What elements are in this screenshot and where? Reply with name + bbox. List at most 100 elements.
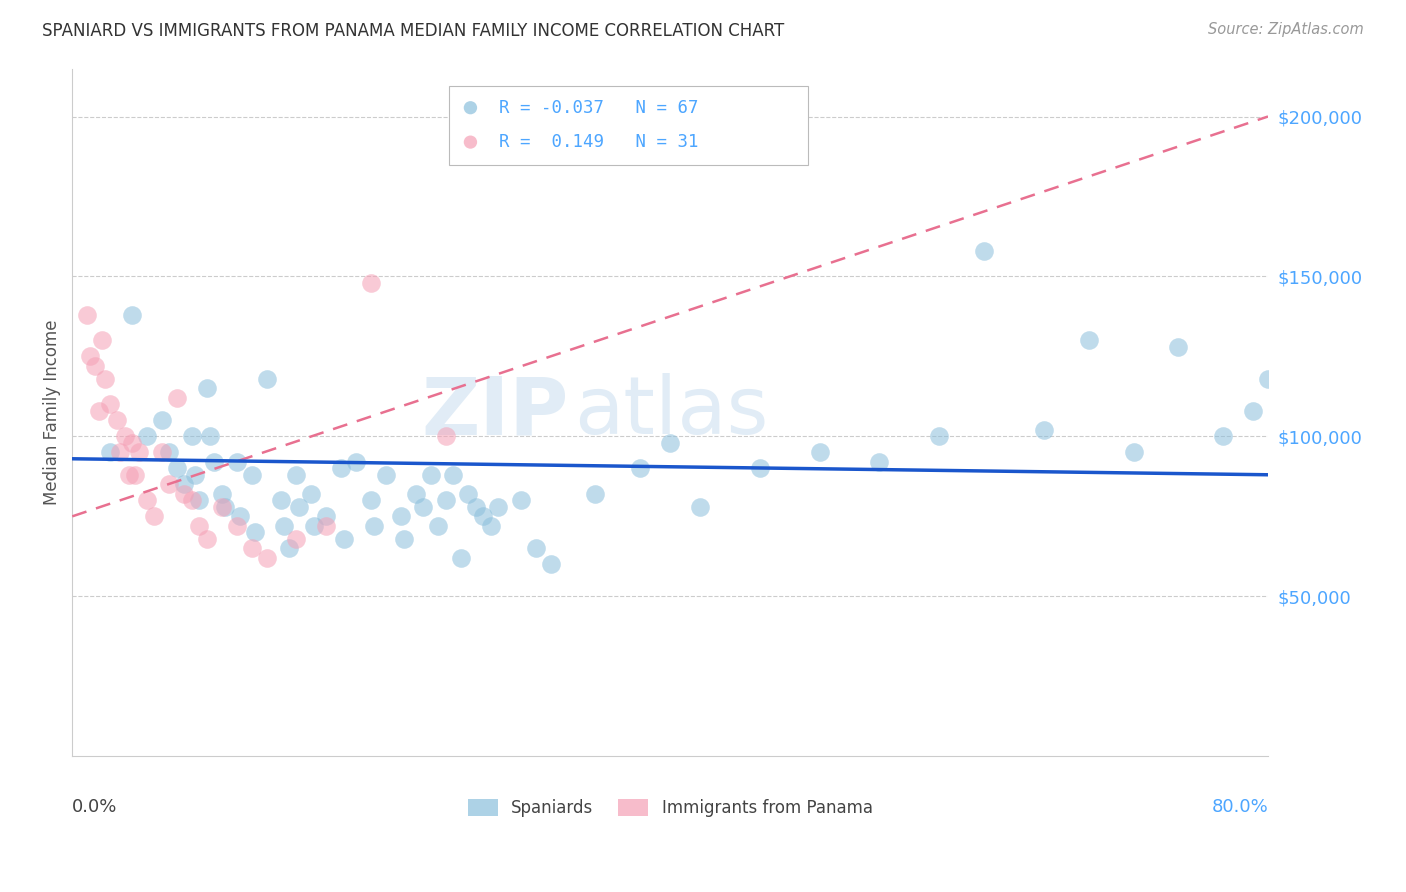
Point [285, 467, 308, 482]
Point [450, 550, 472, 565]
Point [375, 467, 398, 482]
Point [330, 461, 353, 475]
Text: 0.0%: 0.0% [72, 797, 118, 815]
Point [479, 519, 502, 533]
Point [195, 532, 218, 546]
Point [540, 558, 562, 572]
Point [91, 334, 114, 348]
Point [128, 445, 150, 459]
Point [434, 429, 457, 443]
Point [114, 429, 136, 443]
Point [299, 487, 322, 501]
Point [1241, 404, 1264, 418]
Point [1032, 423, 1054, 437]
Point [928, 429, 950, 443]
Point [188, 519, 211, 533]
Point [180, 429, 202, 443]
Point [1212, 429, 1234, 443]
Point [304, 519, 326, 533]
Point [108, 445, 131, 459]
Point [98, 445, 121, 459]
Point [973, 244, 995, 258]
Y-axis label: Median Family Income: Median Family Income [44, 319, 60, 505]
Point [211, 500, 233, 514]
Point [315, 509, 337, 524]
Point [270, 493, 292, 508]
Point [434, 493, 457, 508]
Point [225, 519, 247, 533]
Text: atlas: atlas [575, 374, 769, 451]
Point [1077, 334, 1099, 348]
Point [188, 493, 211, 508]
Point [420, 467, 443, 482]
Point [180, 493, 202, 508]
Point [173, 487, 195, 501]
Point [389, 509, 412, 524]
Point [173, 477, 195, 491]
Point [105, 413, 128, 427]
Text: R = -0.037   N = 67: R = -0.037 N = 67 [499, 99, 699, 117]
Point [243, 525, 266, 540]
Point [256, 550, 278, 565]
Point [748, 461, 770, 475]
Point [118, 467, 141, 482]
Point [360, 276, 382, 290]
Point [583, 487, 606, 501]
Text: R =  0.149   N = 31: R = 0.149 N = 31 [499, 133, 699, 151]
Text: ZIP: ZIP [422, 374, 568, 451]
Point [659, 435, 682, 450]
Point [225, 455, 247, 469]
Point [166, 461, 188, 475]
Point [441, 467, 464, 482]
Point [360, 493, 382, 508]
Text: SPANIARD VS IMMIGRANTS FROM PANAMA MEDIAN FAMILY INCOME CORRELATION CHART: SPANIARD VS IMMIGRANTS FROM PANAMA MEDIA… [42, 22, 785, 40]
Point [143, 509, 166, 524]
Point [288, 500, 311, 514]
Point [124, 467, 146, 482]
Point [136, 429, 159, 443]
Point [464, 500, 486, 514]
Point [315, 519, 337, 533]
Point [509, 493, 531, 508]
Point [273, 519, 295, 533]
Point [89, 404, 111, 418]
Point [457, 487, 479, 501]
Point [202, 455, 225, 469]
Point [868, 455, 890, 469]
Ellipse shape [464, 136, 477, 149]
Point [76, 308, 98, 322]
Point [83, 359, 105, 373]
Point [808, 445, 831, 459]
Point [121, 435, 143, 450]
Point [184, 467, 207, 482]
Point [157, 477, 180, 491]
Point [405, 487, 427, 501]
Point [486, 500, 509, 514]
Point [333, 532, 356, 546]
Text: Source: ZipAtlas.com: Source: ZipAtlas.com [1208, 22, 1364, 37]
Point [524, 541, 547, 556]
Point [198, 429, 221, 443]
Point [256, 372, 278, 386]
Point [278, 541, 301, 556]
Point [240, 467, 263, 482]
Point [1122, 445, 1144, 459]
Point [689, 500, 711, 514]
Point [136, 493, 159, 508]
Point [392, 532, 415, 546]
Point [79, 350, 101, 364]
Point [1167, 340, 1189, 354]
Point [214, 500, 236, 514]
Point [344, 455, 367, 469]
Point [94, 372, 117, 386]
Point [1257, 372, 1279, 386]
Legend: Spaniards, Immigrants from Panama: Spaniards, Immigrants from Panama [461, 792, 879, 823]
FancyBboxPatch shape [449, 86, 807, 165]
Point [157, 445, 180, 459]
Point [211, 487, 233, 501]
Point [121, 308, 143, 322]
Point [228, 509, 250, 524]
Text: 80.0%: 80.0% [1212, 797, 1268, 815]
Point [285, 532, 308, 546]
Point [427, 519, 450, 533]
